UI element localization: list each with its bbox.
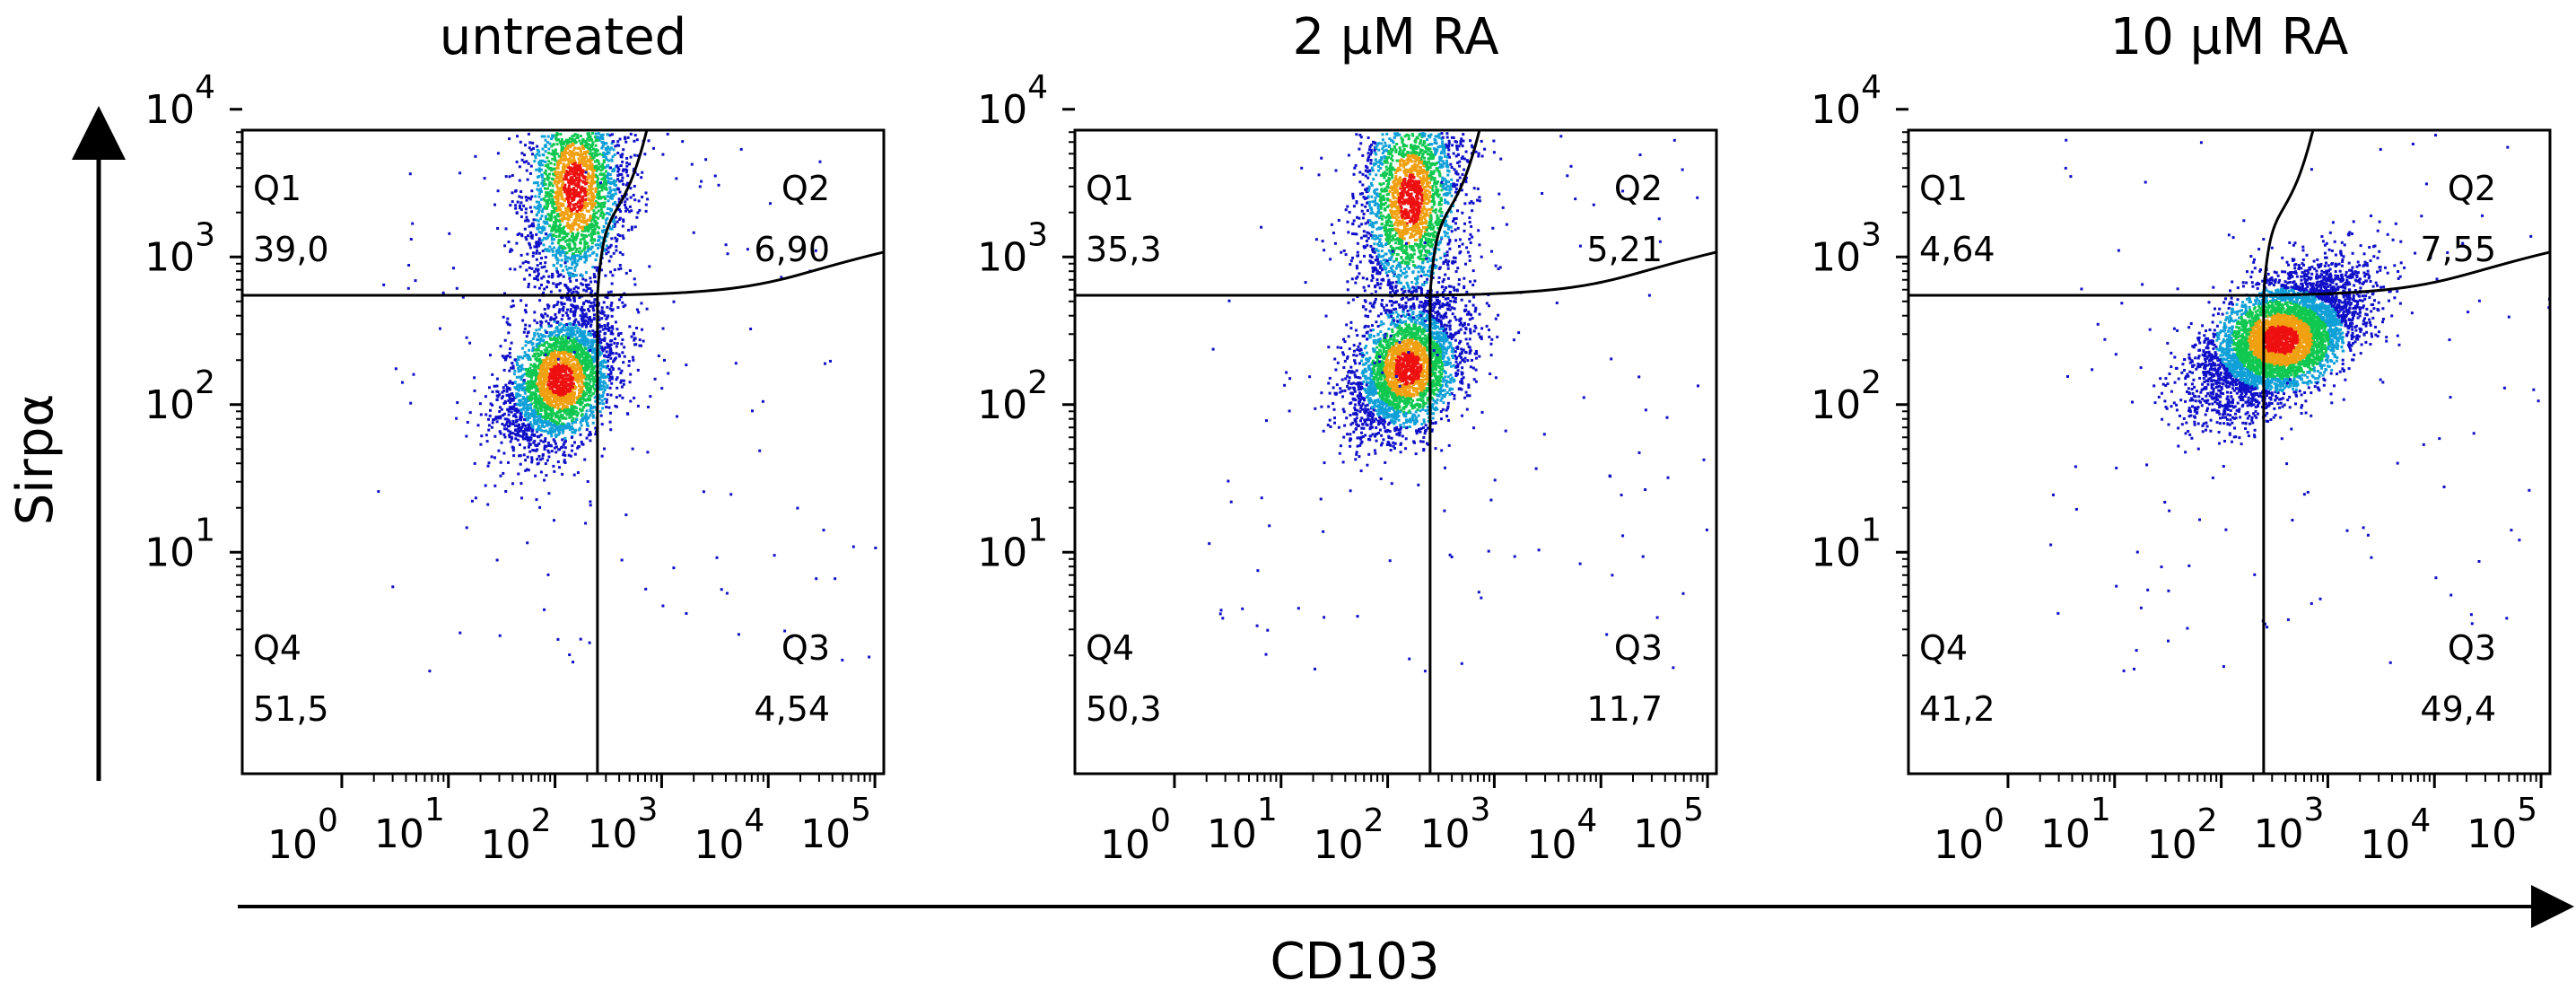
x-tick-label: 103: [2254, 774, 2329, 857]
panel-1: untreated Q1 39,0 Q2 6,90 Q3 4,54 Q4 51,5 101 102 1…: [144, 8, 886, 868]
quadrant-name-q1: Q1: [1086, 169, 1134, 208]
quadrant-name-q2: Q2: [782, 169, 830, 208]
quadrant-percent-q4: 41,2: [1919, 689, 1995, 729]
x-tick-label: 101: [374, 774, 450, 857]
quadrant-name-q1: Q1: [253, 169, 301, 208]
y-tick-label: 103: [144, 216, 242, 280]
plot-panels: untreatedQ139,0Q26,90Q34,54Q451,51011021…: [144, 8, 2552, 868]
quadrant-percent-q2: 7,55: [2420, 230, 2496, 269]
plot-frame: [1907, 128, 2552, 776]
y-tick-label: 103: [1811, 216, 1908, 280]
quadrant-name-q1: Q1: [1919, 169, 1968, 208]
quadrant-percent-q3: 4,54: [754, 689, 830, 729]
quadrant-percent-q1: 35,3: [1086, 230, 1162, 269]
x-tick-label: 103: [1420, 774, 1496, 857]
y-tick-label: 103: [977, 216, 1075, 280]
x-tick-label: 100: [1934, 774, 2010, 868]
quadrant-name-q2: Q2: [2448, 169, 2496, 208]
x-tick-label: 100: [1100, 774, 1176, 868]
gate-upper-curve: [596, 129, 649, 296]
quadrant-name-q3: Q3: [1614, 628, 1663, 668]
y-tick-label: 104: [1811, 69, 1908, 133]
x-axis-title: CD103: [1270, 933, 1439, 991]
gate-right-curve: [597, 250, 885, 297]
x-tick-label: 102: [2147, 774, 2223, 868]
events: [1208, 132, 1708, 673]
quadrant-percent-q4: 50,3: [1086, 689, 1162, 729]
panel-2: 2 µM RA Q1 35,3 Q2 5,21 Q3 11,7 Q4 50,3 101 102 103…: [977, 8, 1718, 868]
events: [2049, 134, 2551, 672]
y-tick-label: 101: [144, 512, 242, 575]
x-tick-label: 104: [1526, 774, 1602, 868]
quadrant-name-q3: Q3: [2448, 628, 2496, 668]
gate-right-curve: [2263, 250, 2551, 297]
events: [377, 132, 878, 673]
quadrant-percent-q4: 51,5: [253, 689, 329, 729]
panel-title: untreated: [440, 8, 686, 66]
x-tick-label: 105: [2467, 774, 2543, 857]
x-tick-label: 104: [2360, 774, 2436, 868]
y-tick-label: 102: [1811, 364, 1908, 428]
panel-3: 10 µM RA Q1 4,64 Q2 7,55 Q3 49,4 Q4 41,2 101 102 10…: [1811, 8, 2552, 868]
y-tick-label: 104: [977, 69, 1075, 133]
y-axis-title: Sirpα: [6, 394, 65, 526]
gate-upper-curve: [2262, 129, 2315, 296]
x-tick-label: 102: [1314, 774, 1390, 868]
x-tick-label: 103: [588, 774, 663, 857]
y-tick-label: 104: [144, 69, 242, 133]
quadrant-name-q4: Q4: [1919, 628, 1968, 668]
quadrant-percent-q1: 39,0: [253, 230, 329, 269]
y-tick-label: 101: [1811, 512, 1908, 575]
quadrant-percent-q1: 4,64: [1919, 230, 1995, 269]
quadrant-percent-q3: 49,4: [2420, 689, 2496, 729]
quadrant-name-q3: Q3: [782, 628, 830, 668]
quadrant-percent-q2: 6,90: [754, 230, 830, 269]
quadrant-name-q4: Q4: [1086, 628, 1134, 668]
gate-right-curve: [1429, 250, 1717, 297]
panel-title: 10 µM RA: [2110, 8, 2349, 66]
x-tick-label: 105: [1633, 774, 1709, 857]
quadrant-percent-q3: 11,7: [1586, 689, 1663, 729]
quadrant-name-q2: Q2: [1614, 169, 1663, 208]
panel-title: 2 µM RA: [1292, 8, 1498, 66]
quadrant-percent-q2: 5,21: [1586, 230, 1663, 269]
y-tick-label: 102: [144, 364, 242, 428]
x-tick-label: 100: [267, 774, 344, 868]
plot-frame: [240, 128, 886, 776]
gate-upper-curve: [1428, 129, 1481, 296]
x-tick-label: 102: [481, 774, 557, 868]
x-tick-label: 101: [2040, 774, 2117, 857]
x-tick-label: 105: [800, 774, 877, 857]
y-tick-label: 102: [977, 364, 1075, 428]
plot-frame: [1073, 128, 1718, 776]
x-tick-label: 101: [1207, 774, 1283, 857]
x-tick-label: 104: [694, 774, 770, 868]
y-tick-label: 101: [977, 512, 1075, 575]
quadrant-name-q4: Q4: [253, 628, 301, 668]
